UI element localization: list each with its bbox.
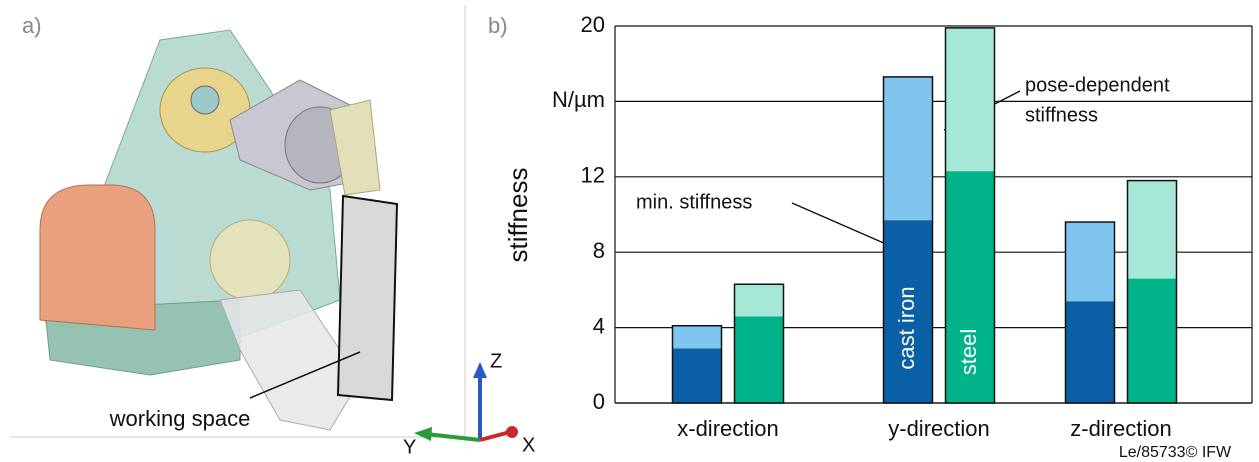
panel-label: a) [22, 13, 42, 38]
robot-illustration [10, 5, 518, 442]
bar-segment [734, 316, 784, 403]
bar-outline [1064, 221, 1116, 404]
annotation: working space [109, 406, 251, 431]
bar-segment [672, 325, 722, 349]
y-tick-label: 4 [593, 313, 605, 338]
bar-segment [1065, 301, 1115, 403]
y-tick-label: 12 [581, 163, 605, 188]
credit: Le/85733© IFW [1119, 444, 1232, 461]
bar-outline [944, 27, 996, 404]
annotation: stiffness [1025, 104, 1098, 126]
axis-name: X [522, 434, 535, 456]
bar-segment [883, 76, 933, 221]
y-tick-label: 20 [581, 12, 605, 37]
x-tick-label: x-direction [677, 416, 778, 441]
y-tick-label: 8 [593, 238, 605, 263]
bar-outline [733, 283, 785, 404]
y-tick-label: N/µm [552, 87, 605, 112]
bar-outline [882, 76, 934, 404]
panel-label: b) [488, 13, 508, 38]
axis-name: Y [403, 436, 416, 458]
bar-segment [672, 348, 722, 403]
series-label: steel [956, 329, 981, 375]
bar-segment [734, 284, 784, 317]
y-axis-label: stiffness [503, 168, 533, 263]
annotation: pose-dependent [1025, 74, 1170, 96]
bar-outline [671, 324, 723, 404]
bar-outline [1126, 179, 1178, 404]
bar-segment [945, 27, 995, 172]
bar-segment [1065, 222, 1115, 302]
bar-segment [883, 220, 933, 403]
x-tick-label: y-direction [888, 416, 989, 441]
series-label: cast iron [894, 286, 919, 369]
annotation: min. stiffness [636, 191, 752, 213]
bar-segment [1127, 180, 1177, 279]
bar-segment [945, 171, 995, 403]
axis-name: Z [490, 350, 502, 372]
y-tick-label: 0 [593, 389, 605, 414]
bar-segment [1127, 278, 1177, 403]
annotation-leader [791, 202, 887, 245]
x-tick-label: z-direction [1070, 416, 1171, 441]
